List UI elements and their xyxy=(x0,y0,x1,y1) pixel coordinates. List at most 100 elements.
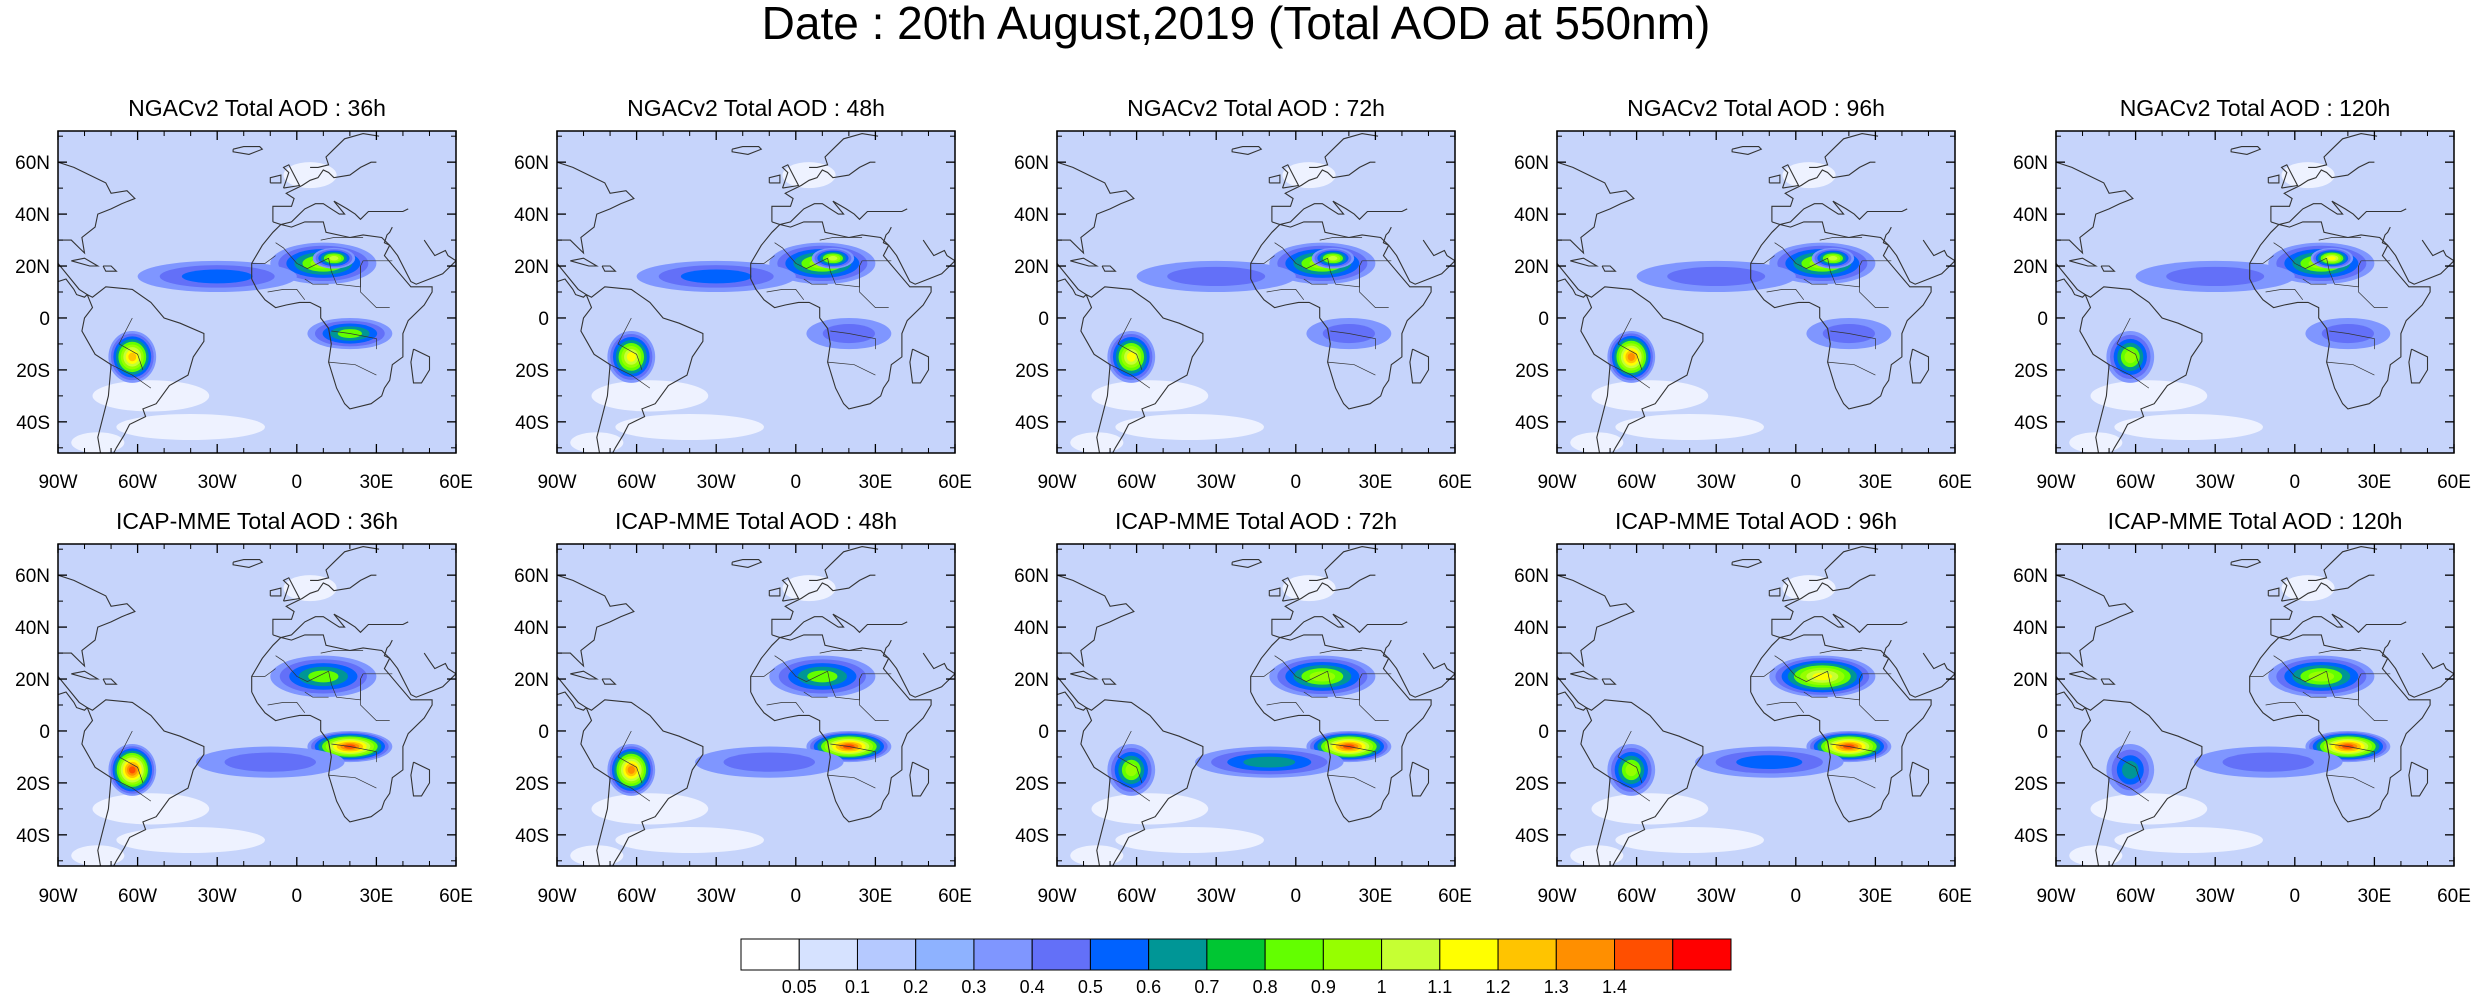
coastline xyxy=(2079,699,2203,866)
low-aod-patch xyxy=(1615,827,1764,854)
coastline xyxy=(922,652,955,675)
coastline xyxy=(1750,634,1932,823)
coastline xyxy=(1231,559,1263,568)
map-panel: ICAP-MME Total AOD : 72h 60N 40N 20N 0 20S 40S… xyxy=(1014,508,1472,907)
lat-label: 60N xyxy=(1514,566,1549,587)
coastline xyxy=(251,221,433,410)
lon-label: 0 xyxy=(1291,886,1302,907)
panel-title: ICAP-MME Total AOD : 72h xyxy=(1115,508,1397,534)
coastline xyxy=(771,613,908,639)
lon-label: 90W xyxy=(38,472,77,493)
lon-label: 0 xyxy=(292,472,303,493)
coastline xyxy=(2421,652,2454,675)
low-aod-patch xyxy=(570,432,624,453)
country-border xyxy=(251,668,276,677)
coastline xyxy=(71,670,100,680)
lat-label: 40S xyxy=(16,826,50,847)
colorbar-label: 1 xyxy=(1377,977,1387,995)
coastline xyxy=(232,559,264,568)
country-border xyxy=(2318,237,2362,241)
coastline xyxy=(1570,257,1599,267)
lat-label: 0 xyxy=(39,309,50,330)
coastline xyxy=(71,257,100,267)
country-border xyxy=(2326,774,2375,789)
country-border xyxy=(1327,774,1376,789)
country-border xyxy=(1274,242,1328,269)
country-border xyxy=(1266,289,1305,301)
lat-label: 60N xyxy=(15,153,50,174)
lon-label: 60E xyxy=(938,472,972,493)
coastline xyxy=(58,574,136,668)
coastline xyxy=(2069,257,2098,267)
country-border xyxy=(267,702,306,714)
lon-label: 60W xyxy=(1617,886,1656,907)
low-aod-patch xyxy=(615,414,764,441)
lat-label: 40S xyxy=(515,413,549,434)
country-border xyxy=(2358,679,2388,721)
low-aod-patch xyxy=(570,845,624,866)
coastline xyxy=(731,146,763,155)
south-america-smoke-plume xyxy=(2121,760,2139,779)
coastline xyxy=(731,559,763,568)
lat-label: 40N xyxy=(514,205,549,226)
low-aod-patch xyxy=(1070,432,1124,453)
coastline xyxy=(1271,613,1408,639)
south-america-smoke-plume xyxy=(626,352,636,362)
lon-label: 60W xyxy=(2116,472,2155,493)
aod-field xyxy=(2056,544,2454,866)
coastline xyxy=(2056,675,2087,711)
country-border xyxy=(1609,364,1651,389)
coastline xyxy=(1557,262,1588,298)
lon-label: 60W xyxy=(617,472,656,493)
coastline xyxy=(272,613,409,639)
aod-field xyxy=(58,544,456,866)
country-border xyxy=(304,691,329,698)
lat-label: 20S xyxy=(16,774,50,795)
lat-label: 60N xyxy=(1014,153,1049,174)
low-aod-patch xyxy=(92,793,210,825)
panel-title: NGACv2 Total AOD : 96h xyxy=(1627,95,1885,121)
coastline xyxy=(1882,639,1955,698)
coastline xyxy=(1080,699,1204,866)
panel-title: NGACv2 Total AOD : 36h xyxy=(128,95,386,121)
coastline xyxy=(882,226,955,285)
lat-label: 0 xyxy=(538,722,549,743)
coastline xyxy=(1771,574,1876,635)
coastline xyxy=(781,164,800,189)
lon-label: 30E xyxy=(359,472,393,493)
coastline xyxy=(1271,200,1408,226)
lon-label: 30E xyxy=(2357,886,2391,907)
country-border xyxy=(1109,777,1151,802)
saharan-plume xyxy=(1309,671,1336,682)
coastline xyxy=(2100,265,2116,272)
coastline xyxy=(768,174,781,184)
lon-label: 30E xyxy=(2357,472,2391,493)
map-panel: NGACv2 Total AOD : 36h 60N 40N 20N 0 20S 40S 90… xyxy=(15,95,473,493)
country-border xyxy=(750,668,775,677)
coastline xyxy=(1557,675,1588,711)
low-aod-patch xyxy=(1591,793,1709,825)
coastline xyxy=(272,200,409,226)
coastline xyxy=(1909,348,1930,384)
lat-label: 20S xyxy=(1015,774,1049,795)
low-aod-patch xyxy=(1091,793,1209,825)
lon-label: 30E xyxy=(858,472,892,493)
country-border xyxy=(2108,364,2150,389)
country-border xyxy=(1109,364,1151,389)
country-border xyxy=(2273,655,2327,682)
aod-field xyxy=(58,131,456,453)
panel-title: ICAP-MME Total AOD : 36h xyxy=(116,508,398,534)
coastline xyxy=(2249,634,2431,823)
coastline xyxy=(1750,221,1932,410)
coastline xyxy=(2308,546,2378,581)
coastline xyxy=(1231,146,1263,155)
panel-title: NGACv2 Total AOD : 120h xyxy=(2120,95,2391,121)
south-america-smoke-plume xyxy=(128,766,136,774)
coastline xyxy=(557,574,635,668)
lat-label: 0 xyxy=(1038,309,1049,330)
country-border xyxy=(859,266,889,308)
country-border xyxy=(1774,242,1828,269)
saharan-plume xyxy=(1812,672,1833,681)
country-border xyxy=(827,361,876,376)
